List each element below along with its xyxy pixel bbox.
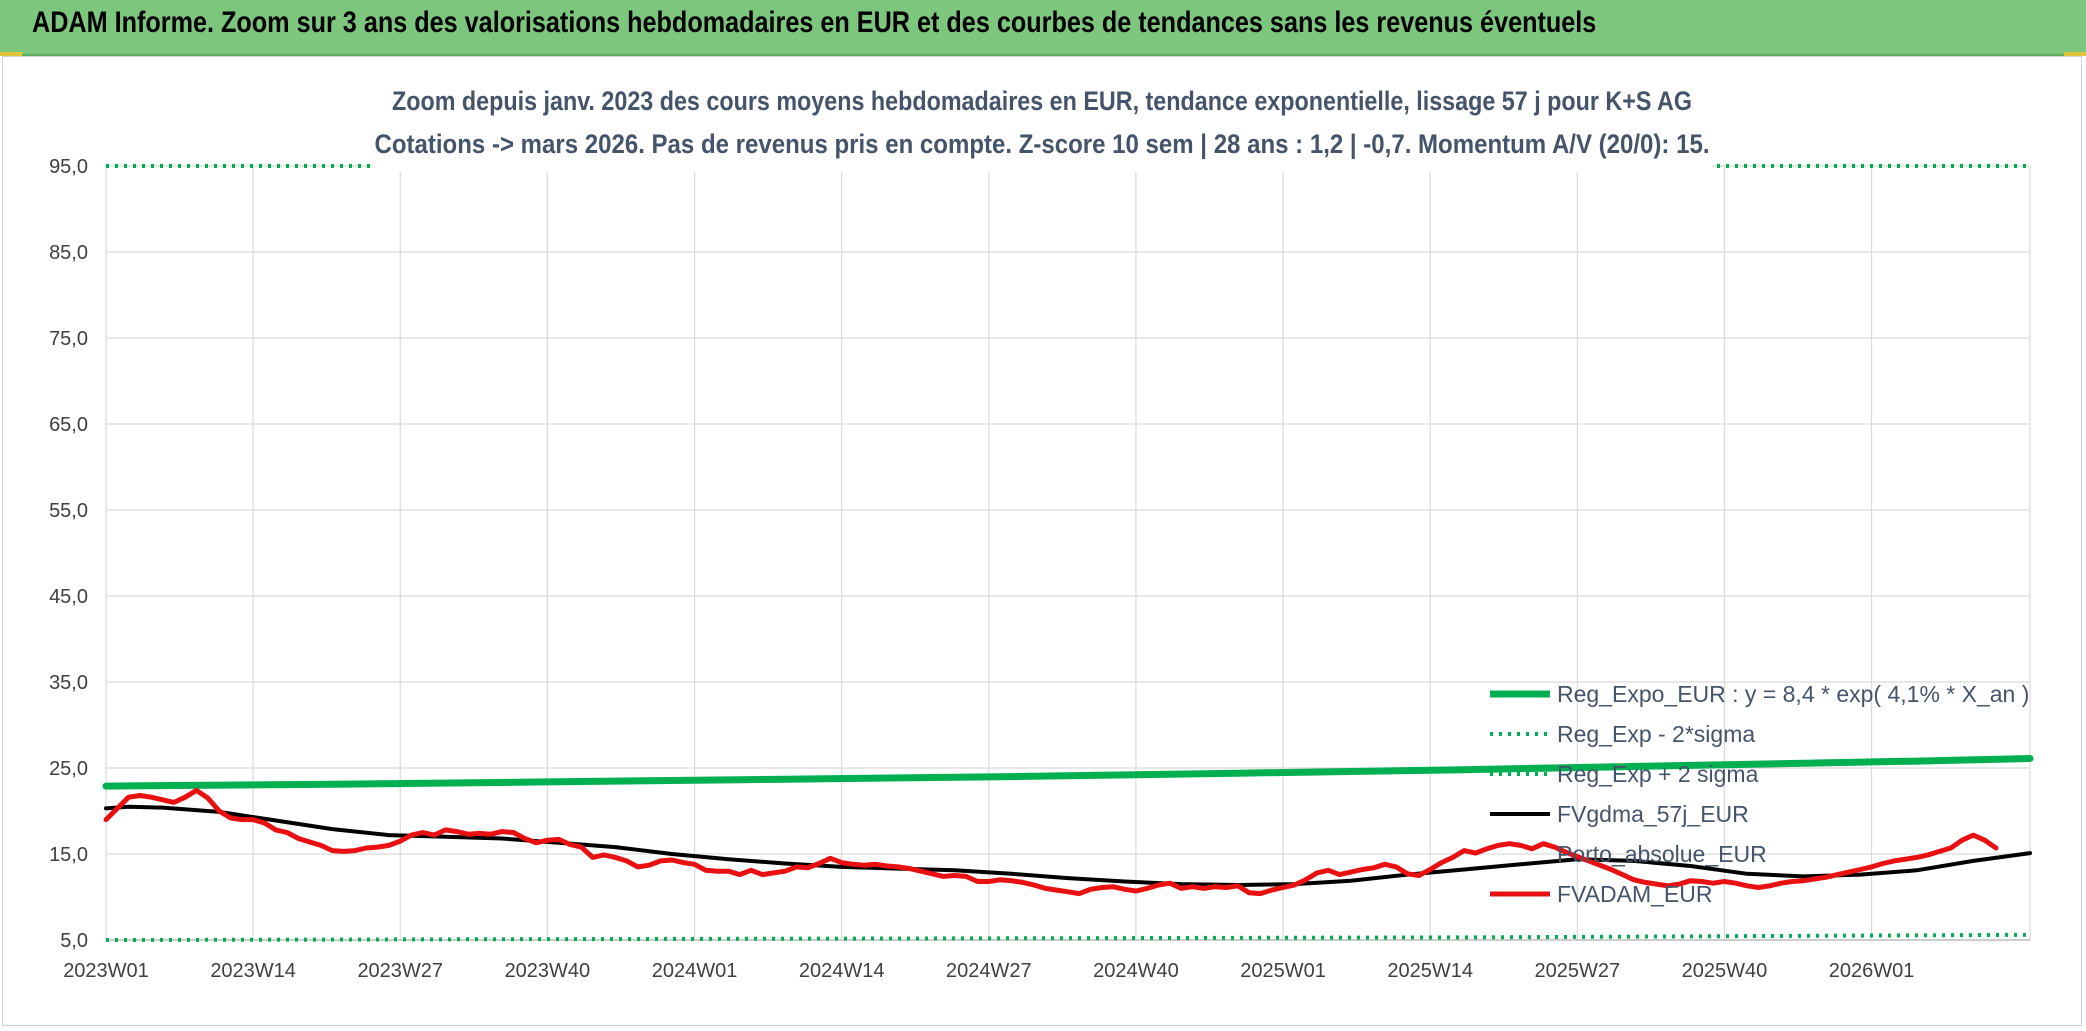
chart-subtitle: Cotations -> mars 2026. Pas de revenus p… <box>375 129 1710 159</box>
banner-accent-left <box>0 52 22 56</box>
chart-legend: Reg_Expo_EUR : y = 8,4 * exp( 4,1% * X_a… <box>1490 681 2029 907</box>
x-tick-label: 2025W14 <box>1387 960 1473 982</box>
x-tick-label: 2026W01 <box>1829 960 1915 982</box>
y-tick-label: 55,0 <box>49 500 88 522</box>
y-tick-label: 5,0 <box>60 930 88 952</box>
report-banner: ADAM Informe. Zoom sur 3 ans des valoris… <box>0 0 2086 56</box>
y-tick-label: 75,0 <box>49 328 88 350</box>
y-tick-label: 95,0 <box>49 156 88 178</box>
x-tick-label: 2023W27 <box>357 960 443 982</box>
series-line-0 <box>102 755 2034 790</box>
legend-label-2: Reg_Exp + 2 sigma <box>1557 761 1759 787</box>
series-layer <box>102 755 2034 897</box>
legend-label-3: FVgdma_57j_EUR <box>1557 801 1749 827</box>
series-line-5 <box>103 787 1999 897</box>
y-tick-label: 25,0 <box>49 758 88 780</box>
series-line-3 <box>104 804 2032 887</box>
chart-title: Zoom depuis janv. 2023 des cours moyens … <box>392 86 1692 116</box>
x-tick-label: 2025W01 <box>1240 960 1326 982</box>
x-tick-label: 2023W14 <box>210 960 296 982</box>
x-axis-ticks: 2023W01 2023W14 2023W27 2023W40 2024W01 2024W… <box>63 960 1914 982</box>
banner-accent-right <box>2064 52 2086 56</box>
legend-label-0: Reg_Expo_EUR : y = 8,4 * exp( 4,1% * X_a… <box>1557 681 2029 707</box>
y-tick-label: 35,0 <box>49 672 88 694</box>
y-tick-label: 85,0 <box>49 242 88 264</box>
legend-label-1: Reg_Exp - 2*sigma <box>1557 721 1755 747</box>
legend-label-4: Porto_absolue_EUR <box>1557 841 1767 867</box>
x-tick-label: 2023W01 <box>63 960 149 982</box>
chart-title-background <box>372 80 1712 172</box>
x-tick-label: 2024W40 <box>1093 960 1179 982</box>
series-line-1 <box>105 932 2031 942</box>
x-tick-label: 2025W40 <box>1682 960 1768 982</box>
x-tick-label: 2024W14 <box>799 960 885 982</box>
x-tick-label: 2023W40 <box>505 960 591 982</box>
legend-label-5: FVADAM_EUR <box>1557 881 1713 907</box>
y-tick-label: 15,0 <box>49 844 88 866</box>
x-tick-label: 2024W01 <box>652 960 738 982</box>
x-tick-label: 2025W27 <box>1534 960 1620 982</box>
y-axis-ticks: 5,0 15,0 25,0 35,0 45,0 55,0 65,0 75,0 85,0 95,0 <box>49 156 88 952</box>
y-tick-label: 45,0 <box>49 586 88 608</box>
report-title: ADAM Informe. Zoom sur 3 ans des valoris… <box>32 6 1597 39</box>
x-tick-label: 2024W27 <box>946 960 1032 982</box>
chart-frame <box>2 56 2082 1026</box>
y-tick-label: 65,0 <box>49 414 88 436</box>
